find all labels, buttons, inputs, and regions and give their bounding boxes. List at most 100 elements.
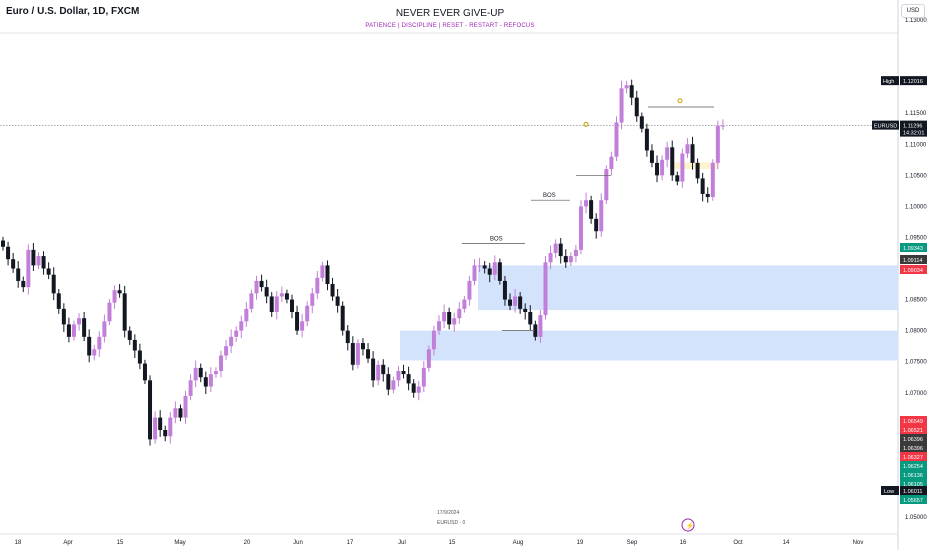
candle-body: [132, 339, 137, 351]
level-badge: 1.06254: [900, 461, 927, 470]
x-tick-label: 14: [783, 540, 790, 546]
badge-bg: [900, 265, 927, 274]
demand-zone-lower: [400, 330, 898, 361]
currency-button[interactable]: USD: [901, 4, 925, 18]
candle-body: [61, 308, 66, 325]
chart-headline: NEVER EVER GIVE-UP: [395, 8, 505, 19]
candle-body: [77, 318, 82, 325]
x-tick-label: 15: [449, 540, 456, 546]
badge-text: 1.06105: [903, 482, 923, 488]
x-tick-label: 19: [577, 540, 584, 546]
symbol-tag-bg: [872, 120, 899, 130]
badge-text: 1.06011: [903, 489, 922, 495]
candle-body: [51, 274, 56, 294]
low-badge: 1.06011: [900, 486, 927, 495]
candle-body: [472, 265, 477, 281]
candle-body: [279, 293, 284, 297]
candle-body: [497, 262, 502, 281]
candle-body: [675, 175, 680, 182]
candle-body: [670, 147, 675, 176]
symbol-tag-label: EURUSD: [874, 124, 897, 130]
candle-body: [87, 336, 92, 356]
candle-body: [634, 97, 639, 117]
y-tick-label: 1.13000: [905, 18, 927, 24]
candle-body: [406, 374, 411, 384]
candle-body: [188, 380, 193, 396]
watermark-symbol: EURUSD · 0: [437, 520, 466, 526]
candle-body: [558, 243, 563, 257]
candle-body: [528, 311, 533, 325]
badge-text: 1.06396: [903, 437, 923, 443]
low-tag-bg: [881, 486, 899, 495]
candle-body: [315, 277, 320, 294]
bulb-icon: [677, 98, 683, 104]
candle-body: [254, 280, 259, 294]
candle-body: [71, 324, 76, 337]
candle-body: [401, 371, 406, 375]
badge-text: 1.09114: [903, 258, 922, 264]
candle-body: [452, 318, 457, 325]
current-price-value: 1.11296: [903, 124, 922, 130]
candle-body: [568, 256, 573, 263]
badge-bg: [900, 479, 927, 488]
candle-body: [46, 268, 51, 275]
candle-body: [345, 330, 350, 344]
candle-body: [391, 380, 396, 390]
candle-body: [518, 296, 523, 309]
candle-body: [649, 150, 654, 163]
candle-body: [16, 268, 21, 281]
x-tick-label: Nov: [853, 540, 864, 546]
candle-body: [269, 296, 274, 312]
candle-body: [609, 156, 614, 170]
candle-body: [371, 358, 376, 381]
candle-body: [56, 293, 61, 309]
high-tag-bg: [881, 76, 899, 86]
candle-body: [107, 302, 112, 322]
candle-body: [553, 243, 558, 253]
candle-body: [112, 290, 117, 303]
candle-body: [578, 206, 583, 250]
candle-body: [715, 125, 720, 163]
badge-bg: [900, 255, 927, 264]
candle-body: [274, 296, 279, 312]
candle-body: [142, 363, 147, 381]
candle-body: [289, 299, 294, 312]
y-tick-label: 1.07500: [905, 360, 927, 366]
badge-bg: [900, 425, 927, 434]
current-badge-bg: [900, 120, 927, 137]
candle-body: [173, 408, 178, 418]
candle-body: [639, 116, 644, 129]
candle-body: [538, 315, 543, 337]
candle-body: [594, 218, 599, 232]
badge-bg: [900, 452, 927, 461]
candle-body: [117, 290, 122, 294]
badge-text: 1.05657: [903, 498, 923, 504]
candle-body: [690, 144, 695, 163]
candle-body: [396, 371, 401, 381]
candle-body: [492, 262, 497, 275]
level-badge: 1.09343: [900, 243, 927, 252]
candle-body: [416, 386, 421, 393]
bos-label-2: BOS: [543, 193, 556, 199]
badge-text: 1.06521: [903, 428, 923, 434]
candle-body: [685, 144, 690, 154]
x-tick-label: Apr: [63, 540, 72, 546]
candle-body: [239, 321, 244, 331]
candle-body: [82, 318, 87, 337]
bos-label-1: BOS: [490, 237, 503, 243]
badge-text: 1.06136: [903, 473, 923, 479]
candle-body: [284, 293, 289, 300]
candle-body: [178, 408, 183, 418]
candle-body: [11, 259, 16, 269]
candle-body: [508, 299, 512, 306]
y-tick-label: 1.08500: [905, 298, 927, 304]
candle-body: [97, 336, 102, 350]
symbol-title[interactable]: Euro / U.S. Dollar, 1D, FXCM: [6, 6, 140, 17]
level-badge: 1.06549: [900, 416, 927, 425]
y-tick-label: 1.11500: [905, 111, 927, 117]
x-tick-label: May: [174, 540, 185, 546]
bulb-icon: [583, 121, 589, 127]
candle-body: [208, 374, 213, 387]
candle-body: [66, 324, 71, 337]
